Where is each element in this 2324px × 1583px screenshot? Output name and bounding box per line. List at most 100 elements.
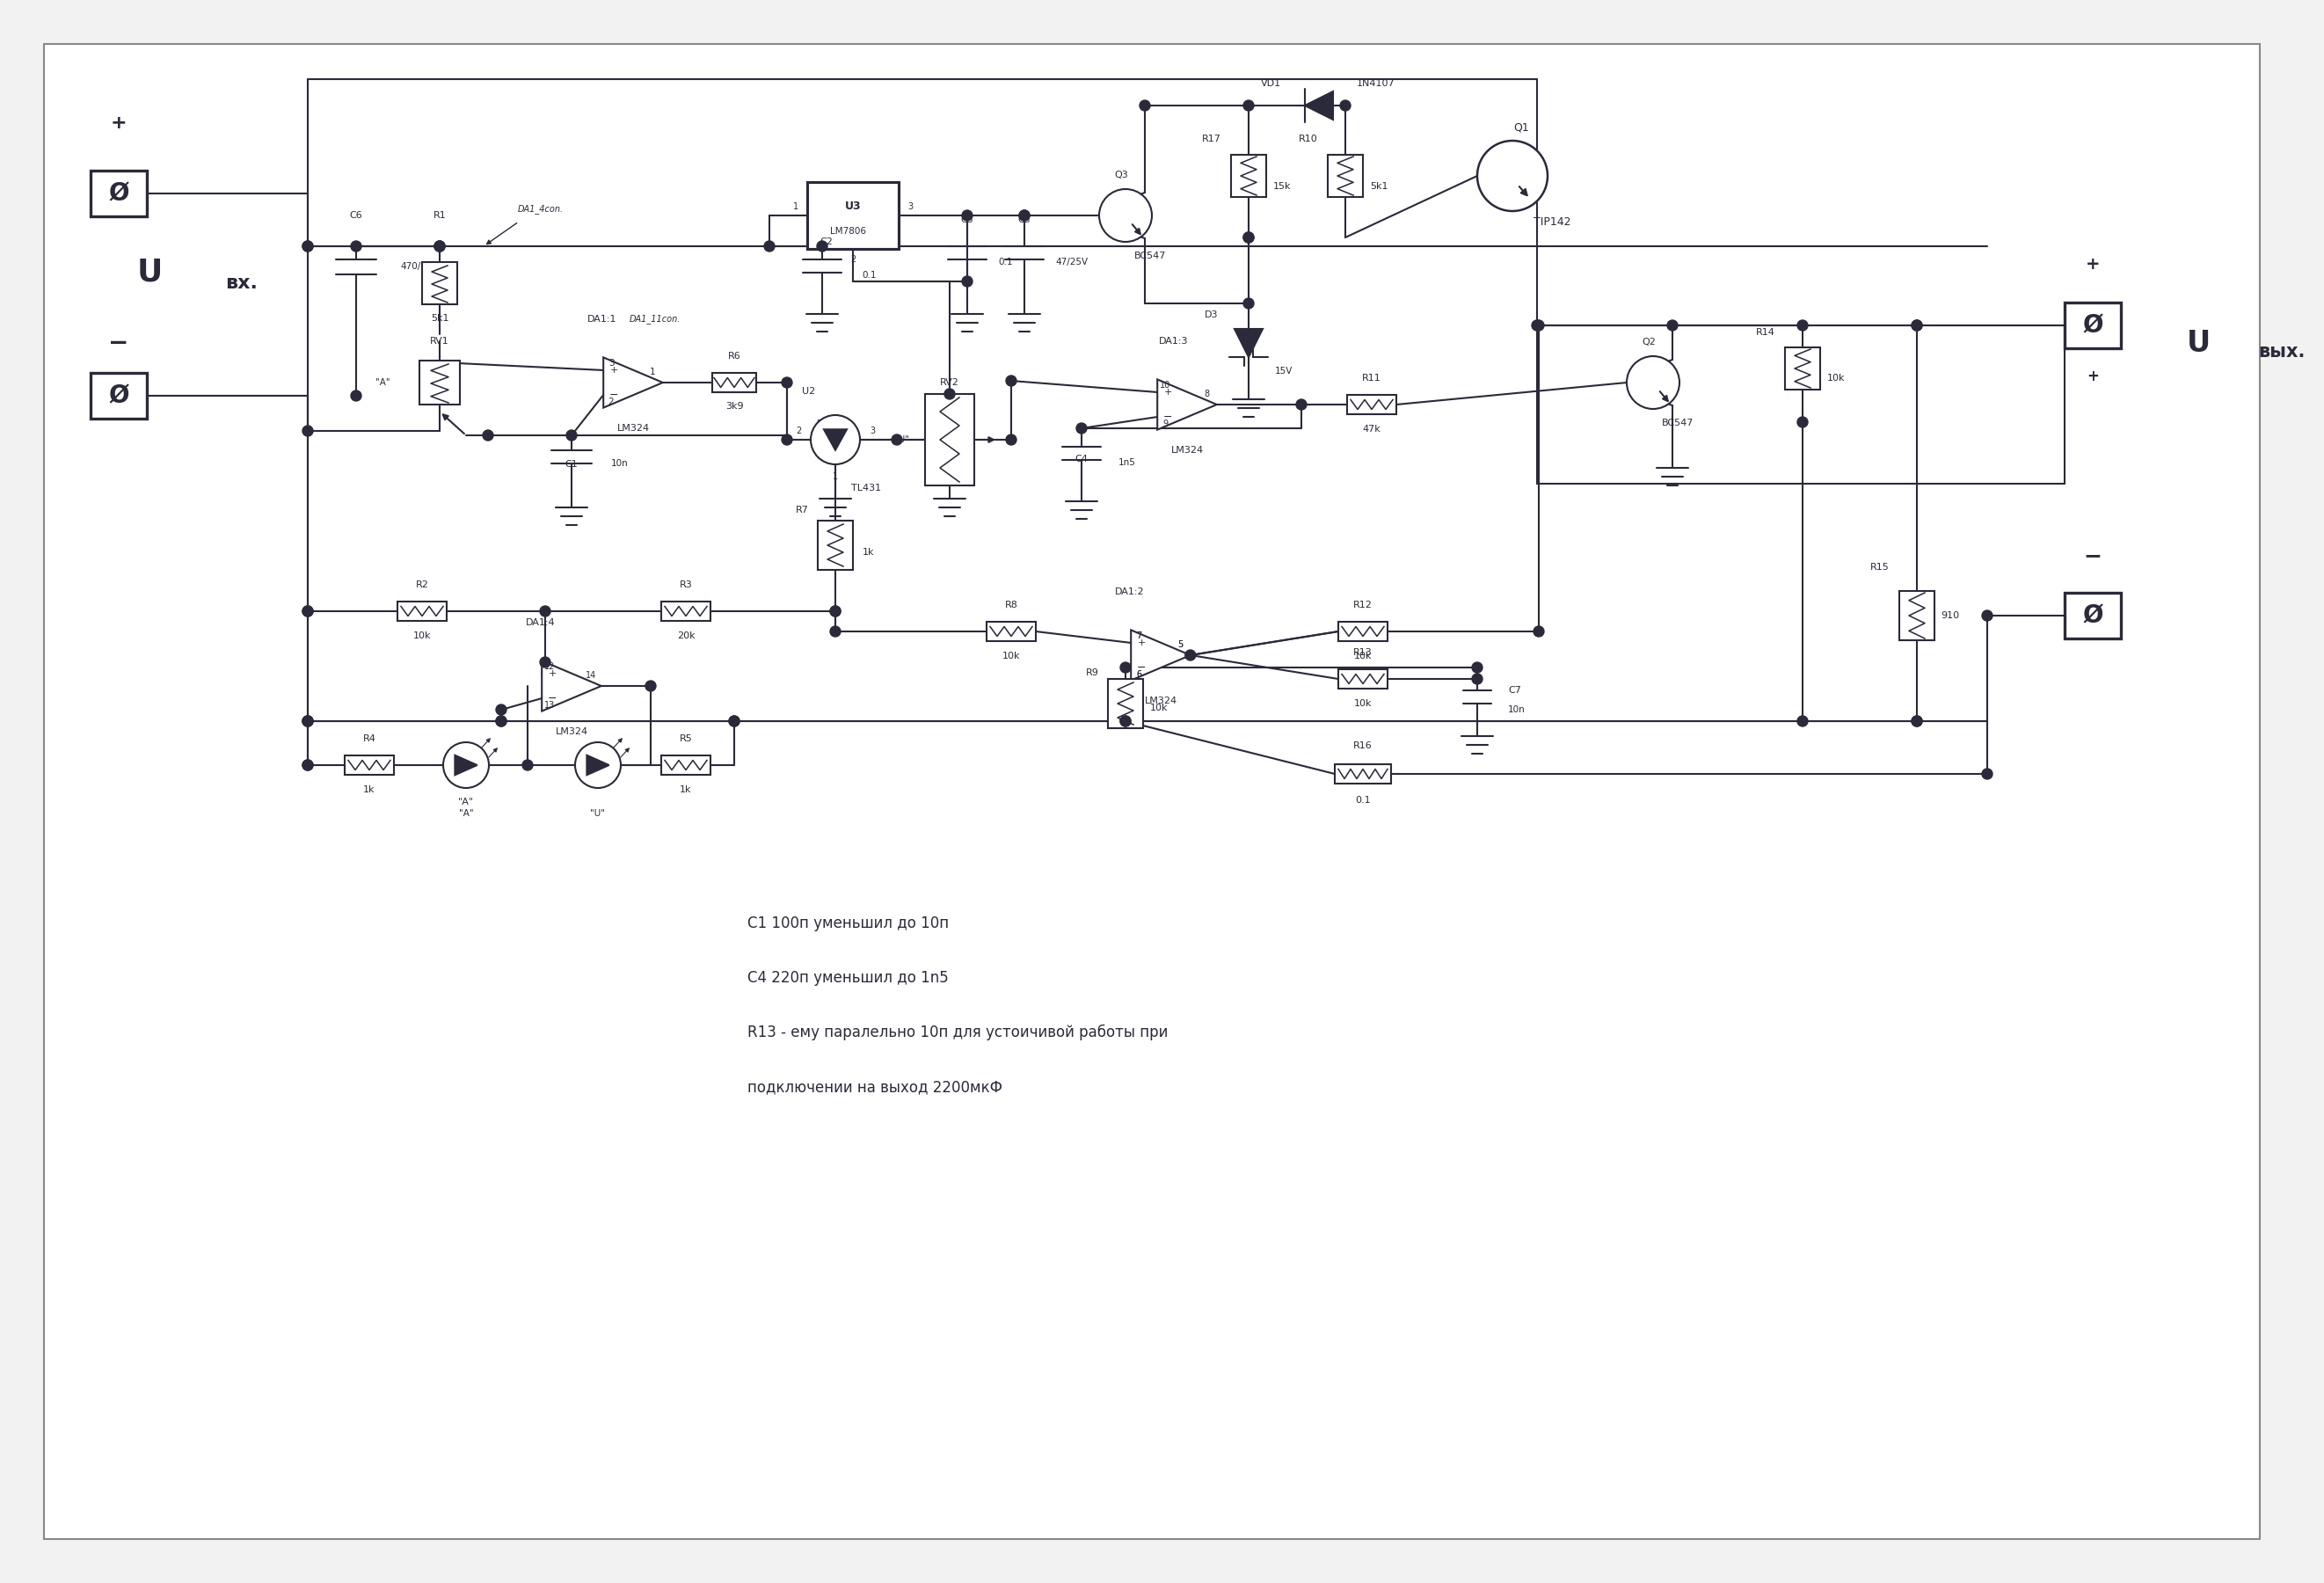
Bar [988,622,1037,641]
Text: Ø: Ø [2082,313,2103,337]
Circle shape [1185,651,1195,660]
Circle shape [302,760,314,771]
Text: 0.1: 0.1 [1355,796,1371,804]
Text: 2: 2 [795,426,802,435]
Text: R11: R11 [1362,374,1380,383]
Bar [91,374,146,418]
Text: R2: R2 [416,581,428,589]
Circle shape [1627,356,1680,408]
Text: 3k9: 3k9 [725,402,744,410]
Circle shape [1341,100,1350,111]
Text: R1: R1 [432,211,446,220]
Text: "A": "A" [458,798,474,806]
Circle shape [1532,320,1543,331]
Text: U: U [137,258,163,288]
Circle shape [574,742,621,788]
Text: 7: 7 [1136,632,1141,640]
Text: R15: R15 [1871,564,1889,571]
Bar [397,602,446,621]
Text: 1n5: 1n5 [1118,457,1136,467]
Text: −: − [2085,545,2101,567]
Circle shape [351,391,363,400]
Circle shape [351,241,363,252]
Bar [1232,155,1267,196]
Bar [662,755,711,774]
Text: 10k: 10k [1827,374,1845,383]
Text: 10k: 10k [1355,652,1371,660]
Text: 1k: 1k [363,785,374,795]
Circle shape [483,431,493,440]
Text: R9: R9 [1085,668,1099,678]
Circle shape [302,606,314,616]
Text: "U": "U" [590,809,604,818]
Circle shape [1020,211,1030,220]
Bar [2064,594,2122,638]
Circle shape [730,716,739,727]
Circle shape [1006,375,1016,386]
Text: 0.1: 0.1 [862,271,876,280]
Circle shape [567,431,576,440]
Text: 10n: 10n [611,459,627,469]
Circle shape [1982,769,1992,779]
Text: 5: 5 [1178,640,1183,649]
Circle shape [646,681,655,692]
Circle shape [539,657,551,668]
Circle shape [1471,674,1483,684]
Text: Ø: Ø [2082,603,2103,628]
Polygon shape [1157,380,1218,429]
Text: 3: 3 [609,359,614,367]
Bar [711,374,755,393]
Bar [423,263,458,304]
Bar [344,755,395,774]
Text: 5: 5 [1178,640,1183,649]
Circle shape [830,606,841,616]
Circle shape [1243,298,1255,309]
Text: 3: 3 [906,203,913,211]
Text: C5: C5 [1018,215,1032,225]
Circle shape [816,241,827,252]
Bar [1348,394,1397,415]
Text: 1: 1 [648,367,655,377]
Text: +: + [1136,638,1146,647]
Text: R8: R8 [1004,600,1018,609]
Text: C1 100п уменьшил до 10п: C1 100п уменьшил до 10п [748,915,948,931]
Circle shape [1139,100,1150,111]
Text: C6: C6 [349,211,363,220]
Text: −: − [1136,662,1146,673]
Text: C4 220п уменьшил до 1n5: C4 220п уменьшил до 1n5 [748,970,948,986]
Circle shape [811,415,860,464]
Text: LM324: LM324 [555,727,588,736]
Polygon shape [825,429,846,450]
Bar [1899,590,1934,640]
Circle shape [944,389,955,399]
Text: подключении на выход 2200мкФ: подключении на выход 2200мкФ [748,1080,1002,1095]
Text: R7: R7 [795,505,809,514]
Circle shape [1796,320,1808,331]
Circle shape [1006,434,1016,445]
Text: 2: 2 [851,255,855,264]
Circle shape [781,434,792,445]
Text: 10k: 10k [1355,700,1371,708]
Bar [925,394,974,486]
Polygon shape [1132,630,1190,681]
Text: 1k: 1k [681,785,693,795]
Text: "A": "A" [374,378,390,386]
Text: −: − [109,331,128,355]
Text: C4: C4 [1076,454,1088,464]
Text: BC547: BC547 [1134,252,1167,260]
Text: R14: R14 [1757,328,1776,337]
Bar [806,182,899,249]
Circle shape [435,241,444,252]
Circle shape [1666,320,1678,331]
Text: R16: R16 [1353,741,1373,750]
Text: 47/25V: 47/25V [1055,258,1088,266]
Text: 0.1: 0.1 [997,258,1013,266]
Circle shape [302,716,314,727]
Text: C1: C1 [565,461,579,469]
Circle shape [302,716,314,727]
Circle shape [444,742,488,788]
Text: Q2: Q2 [1641,337,1655,347]
Text: R10: R10 [1299,135,1318,144]
Text: 1: 1 [792,203,799,211]
Circle shape [435,241,444,252]
